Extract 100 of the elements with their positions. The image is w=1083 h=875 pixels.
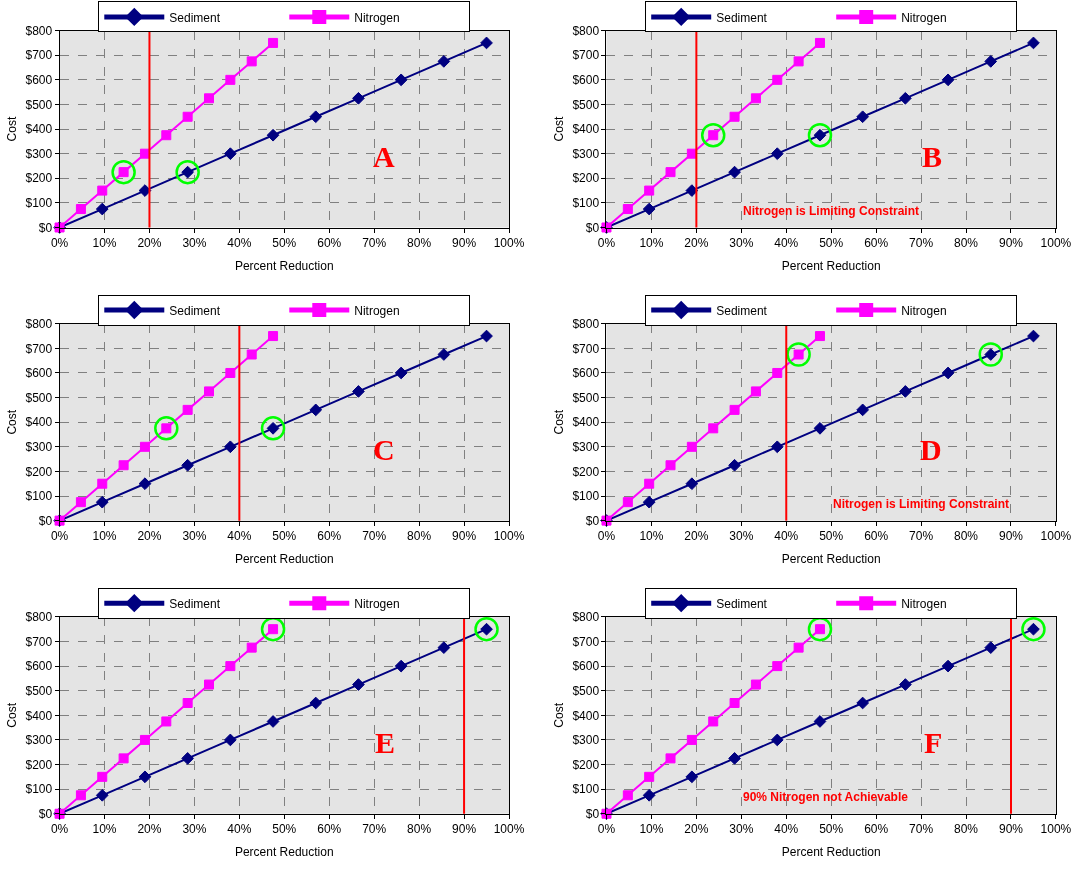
- y-tick-label: $800: [572, 610, 600, 625]
- y-tick-label: $100: [25, 782, 53, 797]
- y-tick-label: $700: [25, 48, 53, 63]
- x-tick-label: 20%: [137, 822, 162, 837]
- y-tick-label: $400: [572, 708, 600, 723]
- y-tick-label: $600: [25, 659, 53, 674]
- y-tick-label: $700: [572, 341, 600, 356]
- x-tick-label: 80%: [954, 235, 979, 250]
- point: [685, 184, 699, 197]
- annotation: F: [924, 726, 943, 759]
- legend-label: Sediment: [169, 10, 221, 25]
- point: [225, 74, 236, 85]
- x-axis-title: Percent Reduction: [781, 258, 881, 273]
- legend-label: Sediment: [716, 303, 768, 318]
- x-axis-title: Percent Reduction: [234, 258, 334, 273]
- annotation: Nitrogen is Limiting Constraint: [833, 497, 1009, 511]
- point: [224, 147, 237, 161]
- point: [685, 770, 699, 784]
- point: [266, 128, 280, 142]
- y-tick-label: $700: [572, 48, 600, 63]
- point: [899, 91, 912, 105]
- x-tick-label: 50%: [272, 235, 297, 250]
- point: [793, 56, 804, 67]
- point: [175, 159, 200, 185]
- point: [750, 679, 761, 690]
- x-tick-label: 60%: [317, 529, 342, 544]
- point: [642, 788, 656, 802]
- annotation: Nitrogen is Limiting Constraint: [743, 204, 919, 218]
- point: [161, 130, 172, 141]
- point: [225, 367, 236, 378]
- x-tick-label: 70%: [909, 529, 934, 544]
- x-tick-label: 90%: [452, 235, 477, 250]
- y-tick-label: $0: [38, 220, 53, 235]
- y-tick-label: $300: [572, 733, 600, 748]
- point: [75, 497, 86, 508]
- y-tick-label: $500: [25, 97, 53, 112]
- point: [182, 698, 193, 708]
- point: [814, 37, 825, 48]
- x-tick-label: 10%: [639, 822, 664, 837]
- x-tick-label: 30%: [729, 235, 754, 250]
- point: [97, 185, 108, 196]
- annotation: A: [373, 140, 395, 173]
- point: [161, 716, 172, 727]
- y-axis-title: Cost: [551, 409, 566, 435]
- y-tick-label: $200: [25, 171, 53, 186]
- x-tick-label: 100%: [493, 235, 525, 250]
- legend-label: Nitrogen: [901, 303, 947, 318]
- legend-label: Sediment: [169, 596, 221, 611]
- x-tick-label: 30%: [182, 822, 207, 837]
- point: [729, 404, 740, 415]
- point: [685, 477, 699, 491]
- x-tick-label: 80%: [954, 529, 979, 544]
- x-tick-label: 20%: [684, 529, 709, 544]
- point: [268, 331, 279, 342]
- legend-label: Nitrogen: [354, 10, 400, 25]
- point: [268, 37, 279, 48]
- point: [97, 478, 108, 489]
- x-tick-label: 70%: [362, 235, 387, 250]
- y-tick-label: $500: [25, 390, 53, 405]
- y-tick-label: $600: [25, 73, 53, 88]
- x-tick-label: 80%: [407, 235, 432, 250]
- point: [204, 93, 215, 104]
- point: [700, 122, 726, 148]
- point: [622, 790, 633, 801]
- x-tick-label: 40%: [227, 822, 252, 837]
- point: [770, 733, 784, 747]
- point: [728, 165, 741, 179]
- point: [309, 403, 323, 417]
- point: [182, 404, 193, 415]
- point: [75, 790, 86, 801]
- x-tick-label: 30%: [729, 529, 754, 544]
- y-tick-label: $200: [572, 757, 600, 772]
- y-tick-label: $300: [25, 733, 53, 748]
- y-tick-label: $200: [572, 464, 600, 479]
- x-tick-label: 30%: [182, 235, 207, 250]
- x-tick-label: 90%: [452, 529, 477, 544]
- annotation: B: [922, 140, 943, 173]
- x-tick-label: 60%: [317, 822, 342, 837]
- point: [139, 734, 150, 745]
- point: [856, 696, 870, 710]
- x-axis-title: Percent Reduction: [781, 551, 881, 566]
- point: [260, 416, 286, 441]
- y-tick-label: $800: [25, 316, 53, 331]
- x-tick-label: 90%: [998, 529, 1024, 544]
- x-tick-label: 80%: [954, 822, 979, 837]
- point: [899, 678, 912, 691]
- point: [95, 202, 109, 216]
- point: [474, 616, 499, 642]
- y-tick-label: $500: [572, 97, 600, 112]
- x-axis-title: Percent Reduction: [234, 845, 334, 860]
- point: [352, 385, 365, 398]
- point: [1027, 329, 1040, 343]
- x-tick-label: 50%: [272, 529, 297, 544]
- x-tick-label: 70%: [362, 822, 387, 837]
- legend-label: Nitrogen: [901, 596, 947, 611]
- x-tick-label: 100%: [1040, 822, 1072, 837]
- y-tick-label: $500: [25, 683, 53, 698]
- x-tick-label: 90%: [452, 822, 477, 837]
- x-tick-label: 10%: [639, 235, 664, 250]
- x-axis-title: Percent Reduction: [781, 845, 881, 860]
